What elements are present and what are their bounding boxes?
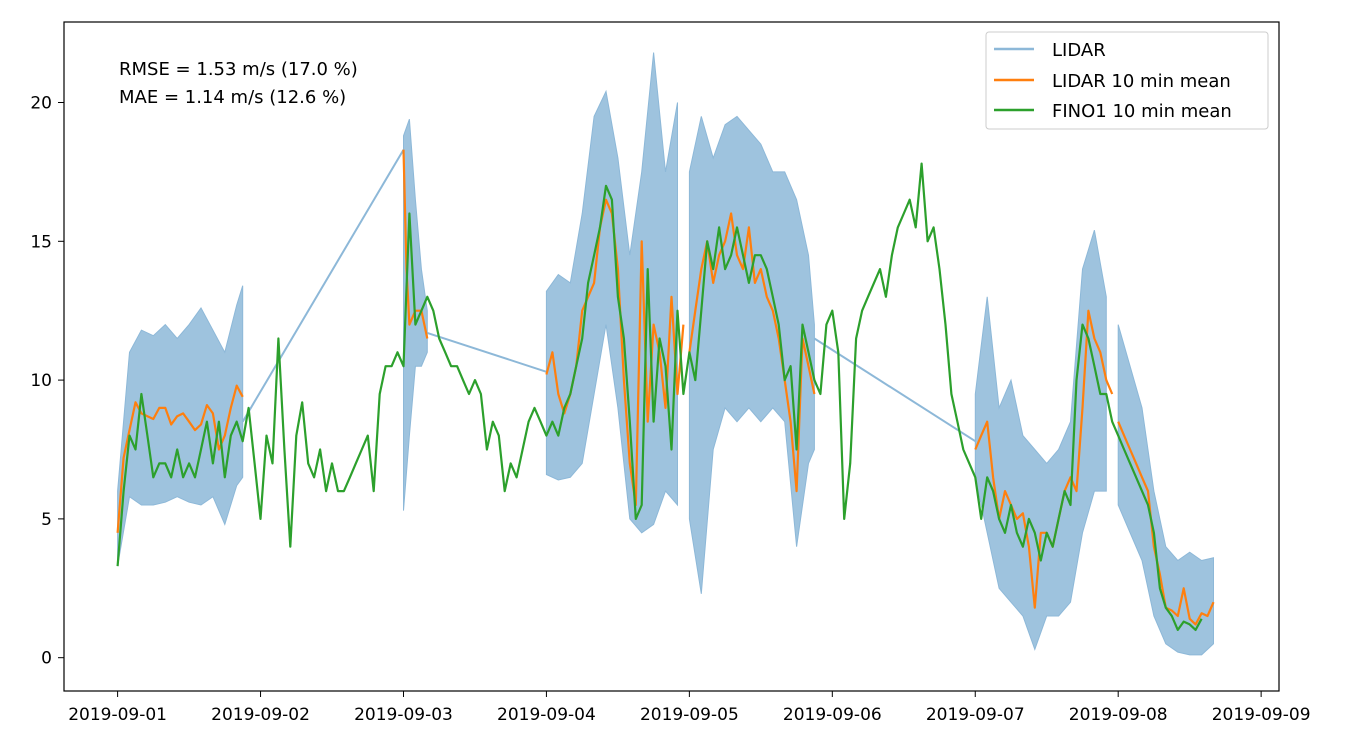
series-layer — [116, 52, 1215, 656]
x-axis: 2019-09-01 2019-09-02 2019-09-03 2019-09-04… — [68, 691, 1311, 725]
legend-label-fino1-mean: FINO1 10 min mean — [1052, 101, 1232, 122]
x-tick-label: 2019-09-01 — [68, 705, 167, 725]
legend-box — [985, 31, 1269, 130]
lidar-band-segment — [974, 230, 1107, 651]
lidar-band-segment — [117, 285, 244, 567]
legend-label-lidar-mean: LIDAR 10 min mean — [1052, 71, 1231, 92]
x-tick-label: 2019-09-05 — [640, 705, 739, 725]
fino1-mean-line — [116, 162, 1203, 632]
legend: LIDAR LIDAR 10 min mean FINO1 10 min mea… — [985, 31, 1269, 130]
lidar-mean-line — [402, 149, 429, 339]
x-tick-label: 2019-09-09 — [1212, 705, 1311, 725]
y-tick-label: 5 — [41, 510, 52, 530]
rmse-annotation: RMSE = 1.53 m/s (17.0 %) — [119, 59, 358, 80]
y-axis: 0 5 10 15 20 — [30, 94, 64, 669]
legend-label-lidar: LIDAR — [1052, 40, 1106, 61]
x-tick-label: 2019-09-08 — [1069, 705, 1168, 725]
x-tick-label: 2019-09-07 — [926, 705, 1025, 725]
y-tick-label: 10 — [30, 371, 52, 391]
mae-annotation: MAE = 1.14 m/s (12.6 %) — [119, 87, 346, 108]
y-tick-label: 15 — [30, 232, 52, 252]
lidar-gap-line — [813, 337, 976, 443]
x-tick-label: 2019-09-04 — [497, 705, 596, 725]
x-tick-label: 2019-09-02 — [211, 705, 310, 725]
lidar-gap-line — [426, 331, 547, 373]
plot-frame — [63, 21, 1280, 692]
y-tick-label: 20 — [30, 94, 52, 114]
lidar-gap-line — [241, 149, 405, 423]
y-tick-label: 0 — [41, 649, 52, 669]
lidar-mean-line — [688, 212, 816, 493]
x-tick-label: 2019-09-06 — [783, 705, 882, 725]
lidar-band-segment — [1117, 324, 1214, 656]
x-tick-label: 2019-09-03 — [354, 705, 453, 725]
